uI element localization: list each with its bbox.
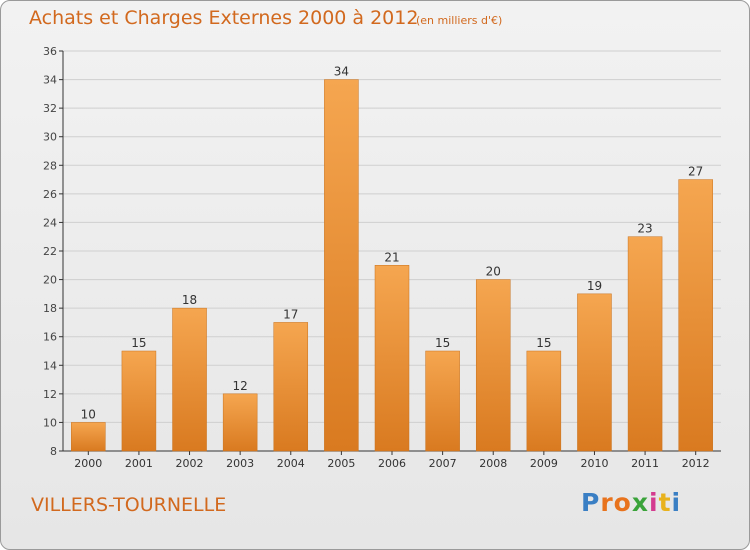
bar-2007 [425,350,460,452]
y-tick-label: 36 [43,45,57,58]
x-tick-label: 2012 [682,457,710,470]
bar-2000 [71,422,106,452]
bar-value-label: 27 [688,165,703,179]
y-tick-label: 24 [43,216,57,229]
proxiti-logo: Proxiti [581,488,681,517]
bar-2002 [172,307,207,452]
bar-value-label: 15 [536,336,551,350]
bar-2004 [273,322,309,452]
logo-letter: r [600,488,614,517]
x-tick-label: 2010 [580,457,608,470]
x-tick-label: 2000 [74,457,102,470]
x-tick-label: 2011 [631,457,659,470]
chart-title: Achats et Charges Externes 2000 à 2012 [29,7,419,29]
logo-letter: x [631,488,649,517]
y-tick-label: 12 [43,388,57,401]
y-tick-label: 10 [43,416,57,429]
y-tick-label: 34 [43,74,57,87]
bar-value-label: 17 [283,307,298,321]
bar-value-label: 34 [334,65,349,79]
bar-2011 [627,236,663,452]
x-tick-label: 2005 [327,457,355,470]
x-tick-label: 2004 [277,457,305,470]
y-tick-label: 28 [43,159,57,172]
bar-value-label: 21 [384,250,399,264]
bar-value-label: 19 [587,279,602,293]
unit-note: (en milliers d'€) [416,14,503,27]
x-tick-label: 2008 [479,457,507,470]
y-tick-label: 30 [43,131,57,144]
bar-value-label: 15 [131,336,146,350]
logo-letter: i [671,488,682,517]
y-tick-label: 14 [43,359,57,372]
x-tick-label: 2001 [125,457,153,470]
y-tick-label: 22 [43,245,57,258]
bar-value-label: 12 [233,379,248,393]
logo-letter: o [613,488,632,517]
bar-2006 [374,265,410,452]
y-tick-label: 32 [43,102,57,115]
commune-name: VILLERS-TOURNELLE [31,494,227,516]
bar-2010 [577,293,612,452]
bar-value-label: 23 [637,222,652,236]
y-tick-label: 8 [50,445,57,458]
y-tick-label: 26 [43,188,57,201]
bar-2012 [678,179,713,452]
bar-2001 [121,350,157,452]
bar-value-label: 10 [81,407,96,421]
x-tick-label: 2007 [429,457,457,470]
y-tick-label: 18 [43,302,57,315]
y-tick-label: 16 [43,331,57,344]
labels: 8 10 12 14 16 18 20 22 24 26 28 30 32 34 36 10 2000 15 200… [43,45,710,470]
bar-2003 [222,393,258,452]
bars [71,79,713,452]
y-tick-label: 20 [43,274,57,287]
bar-value-label: 20 [486,265,501,279]
logo-letter: P [581,488,601,517]
x-tick-label: 2002 [176,457,204,470]
bar-value-label: 15 [435,336,450,350]
bar-value-label: 18 [182,293,197,307]
x-tick-label: 2003 [226,457,254,470]
logo-letter: t [658,488,672,517]
logo-letter: i [649,488,659,517]
x-tick-label: 2009 [530,457,558,470]
bar-2008 [475,279,511,452]
x-tick-label: 2006 [378,457,406,470]
bar-2005 [324,79,359,452]
bar-2009 [526,350,562,452]
